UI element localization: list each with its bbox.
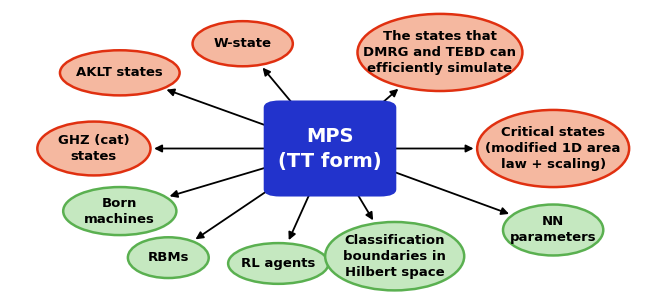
Ellipse shape [128,237,209,278]
Ellipse shape [228,243,329,284]
Ellipse shape [193,21,293,66]
Text: AKLT states: AKLT states [77,66,163,79]
Ellipse shape [477,110,629,187]
Ellipse shape [503,205,603,255]
Text: NN
parameters: NN parameters [510,216,597,244]
Text: RL agents: RL agents [241,257,315,270]
Ellipse shape [325,222,464,290]
Text: W-state: W-state [214,37,272,50]
FancyBboxPatch shape [264,100,396,197]
Ellipse shape [63,187,176,235]
Ellipse shape [38,121,150,176]
Text: Born
machines: Born machines [84,197,155,226]
Text: RBMs: RBMs [148,251,189,264]
Text: Critical states
(modified 1D area
law + scaling): Critical states (modified 1D area law + … [486,126,621,171]
Text: GHZ (cat)
states: GHZ (cat) states [58,134,130,163]
Text: MPS
(TT form): MPS (TT form) [278,127,382,170]
Text: The states that
DMRG and TEBD can
efficiently simulate: The states that DMRG and TEBD can effici… [364,30,517,75]
Ellipse shape [60,50,180,95]
Ellipse shape [358,14,523,91]
Text: Classification
boundaries in
Hilbert space: Classification boundaries in Hilbert spa… [343,234,446,279]
